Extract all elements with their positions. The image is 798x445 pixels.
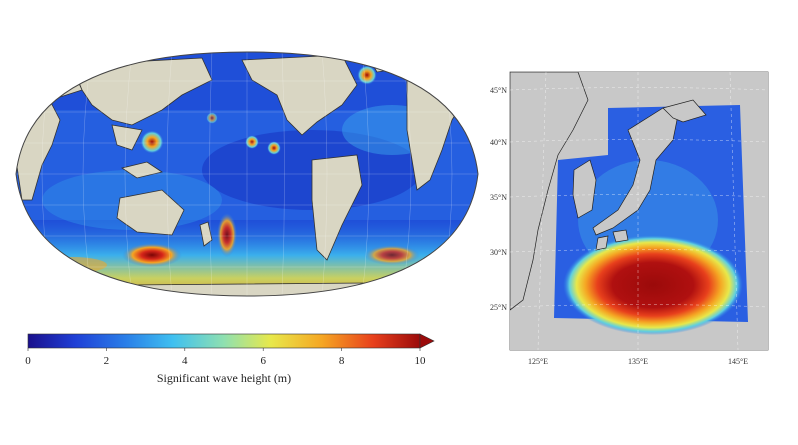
graticule [16,52,478,296]
typhoon [563,235,743,335]
latitude-label: 45°N [490,86,507,95]
typhoon-2 [245,135,259,149]
latitude-label: 30°N [490,248,507,257]
typhoon-1 [140,130,164,154]
longitude-label: 145°E [728,357,748,366]
regional-wave-map: 45°N 40°N 35°N 30°N 25°N 125°E 135°E 145°E [490,71,769,366]
colorbar-gradient [27,333,421,349]
latitude-label: 25°N [490,303,507,312]
colorbar-tick-label: 8 [339,355,345,367]
colorbar: 0 2 4 6 8 10 Significant wave height (m) [25,333,435,385]
longitude-label: 125°E [528,357,548,366]
colorbar-tick-label: 10 [415,355,427,367]
latitude-label: 40°N [490,138,507,147]
latitude-label: 35°N [490,193,507,202]
southern-storm [122,243,182,267]
atlantic-storm [357,65,377,85]
global-wave-map [15,51,479,297]
colorbar-extend-arrow [419,333,435,349]
colorbar-tick-label: 0 [25,355,31,367]
regional-graticule [510,72,768,350]
colorbar-tick-label: 4 [182,355,188,367]
colorbar-tick-label: 2 [104,355,110,367]
typhoon-3 [267,141,281,155]
ocean-field [16,52,478,296]
colorbar-tick-label: 6 [260,355,266,367]
colorbar-title: Significant wave height (m) [157,371,291,385]
longitude-label: 135°E [628,357,648,366]
